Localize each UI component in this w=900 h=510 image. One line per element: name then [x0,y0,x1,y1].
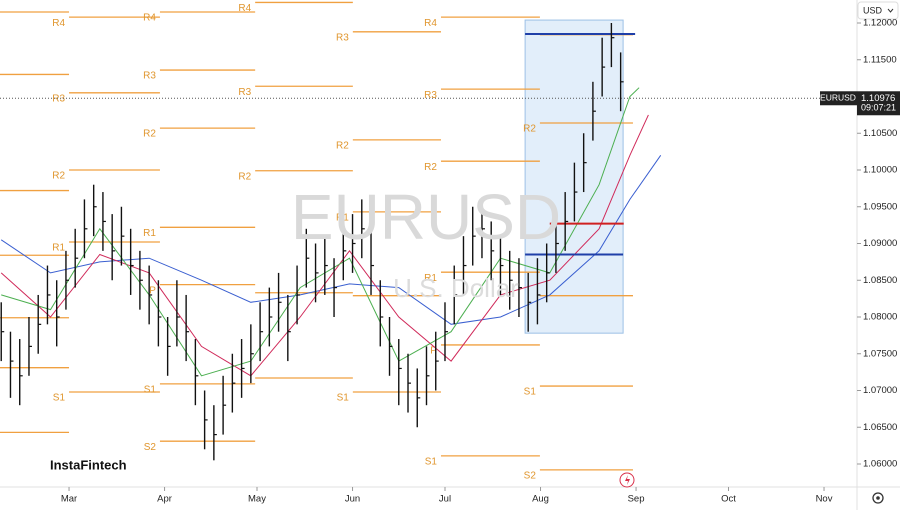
pivot-label: R1 [424,273,437,284]
x-tick-label: Mar [61,494,77,505]
x-tick-label: Oct [721,494,736,505]
y-tick-label: 1.10000 [863,165,897,176]
logo: InstaFintech [50,457,127,472]
y-tick-label: 1.11500 [863,54,897,65]
pivot-label: S1 [144,385,157,396]
pivot-label: R2 [523,124,536,135]
plot-area: R4 R3 R2 R1 S1 R4 R3 R2 R1 P S1 S2 R4 R3 R2 R3 R2 R1 S1 R4 R… [0,1,857,482]
pivot-label: R2 [424,162,437,173]
pivot-label: R2 [336,141,349,152]
y-tick-label: 1.09500 [863,201,897,212]
y-tick-label: 1.07000 [863,385,897,396]
pivot-label: R1 [52,243,65,254]
pivot-label: R1 [336,213,349,224]
price-tag [857,91,900,116]
pivot-label: S2 [144,442,157,453]
pivot-label: R4 [143,13,156,24]
pivot-label: S1 [337,393,350,404]
pivot-label: P [430,346,437,357]
pivot-label: R2 [238,171,251,182]
event-bolt [625,475,630,485]
pivot-label: S1 [524,387,537,398]
y-tick-label: 1.10500 [863,128,897,139]
x-tick-label: Sep [628,494,645,505]
pivot-label: R2 [52,171,65,182]
y-tick-label: 1.07500 [863,348,897,359]
x-tick-label: Jul [439,494,451,505]
currency-select[interactable] [857,1,899,20]
y-tick-label: 1.09000 [863,238,897,249]
moving-average [1,87,640,377]
x-tick-label: Nov [816,494,833,505]
moving-average [0,114,649,377]
dropdown-arrow [887,8,894,13]
pivot-label: S1 [425,457,438,468]
settings-icon-dot [876,496,880,500]
symbol-tag [820,91,857,106]
y-tick-label: 1.06000 [863,459,897,470]
x-tick-label: Jun [345,494,360,505]
y-tick-label: 1.08000 [863,312,897,323]
y-tick-label: 1.06500 [863,422,897,433]
settings-icon[interactable] [872,492,884,504]
currency-label[interactable]: USD [863,5,883,15]
pivot-label: R3 [52,93,65,104]
pivot-label: R3 [238,87,251,98]
pivot-label: R3 [424,90,437,101]
pivot-label: P [149,285,156,296]
y-tick-label: 1.08500 [863,275,897,286]
watermark-title: EURUSD [291,181,561,253]
pivot-label: R4 [52,18,65,29]
pivot-label: R3 [143,71,156,82]
x-tick-label: May [248,494,266,505]
pivot-label: R3 [336,32,349,43]
symbol-label: EURUSD [820,93,856,103]
pivot-label: R4 [424,18,437,29]
countdown-label: 09:07:21 [861,103,896,113]
pivot-label: S1 [53,393,66,404]
x-tick-label: Aug [532,494,549,505]
watermark-subtitle: U.S. Dollar [393,273,519,303]
pivot-label: R4 [238,3,251,14]
price-label: 1.10976 [861,93,895,104]
pivot-label: R2 [143,129,156,140]
pivot-label: S2 [524,471,537,482]
y-tick-label: 1.12000 [863,18,897,29]
x-tick-label: Apr [157,494,172,505]
pivot-label: R1 [143,228,156,239]
